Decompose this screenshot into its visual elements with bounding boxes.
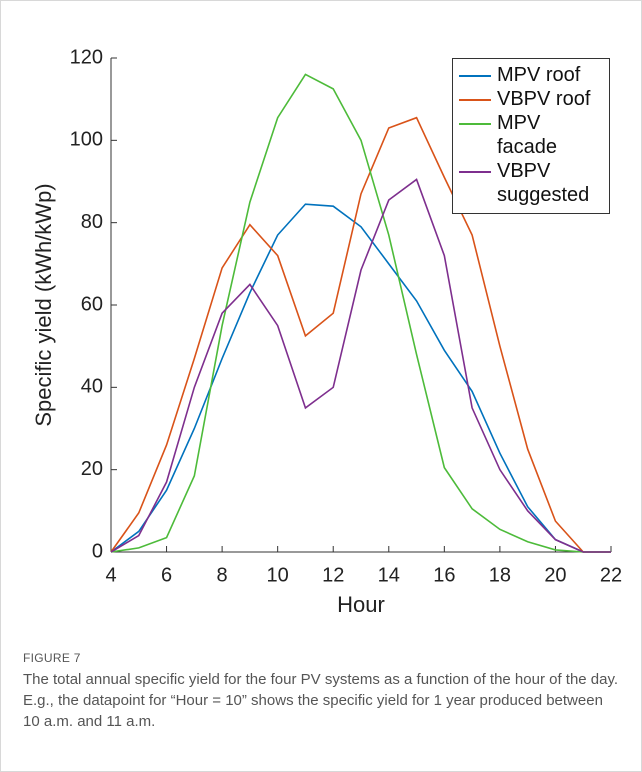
chart: Hour Specific yield (kWh/kWp) 0 20 40 60 80 1… bbox=[31, 46, 622, 617]
x-tick-label: 22 bbox=[600, 564, 622, 586]
figure-label: FIGURE 7 bbox=[23, 651, 81, 665]
x-tick-label: 6 bbox=[161, 564, 172, 586]
caption-text: The total annual specific yield for the … bbox=[23, 671, 619, 730]
legend-entry: VBPV suggested bbox=[453, 159, 603, 207]
x-tick-label: 8 bbox=[217, 564, 228, 586]
y-tick-label: 120 bbox=[70, 46, 103, 68]
legend-label: VBPV roof bbox=[497, 88, 591, 110]
x-tick-label: 16 bbox=[433, 564, 455, 586]
y-axis-label: Specific yield (kWh/kWp) bbox=[31, 183, 56, 426]
legend-swatch bbox=[459, 123, 491, 125]
series-line bbox=[110, 73, 611, 553]
series-line bbox=[110, 116, 611, 553]
caption: FIGURE 7 The total annual specific yield… bbox=[23, 651, 623, 732]
x-tick-label: 20 bbox=[544, 564, 566, 586]
legend-entry: MPV roof bbox=[453, 63, 603, 87]
y-tick-label: 100 bbox=[70, 129, 103, 151]
legend: MPV roof VBPV roof MPV facade VBPV suggeste… bbox=[452, 58, 610, 214]
x-tick-label: 12 bbox=[322, 564, 344, 586]
x-tick-label: 4 bbox=[105, 564, 116, 586]
x-tick-label: 18 bbox=[489, 564, 511, 586]
x-tick-label: 14 bbox=[378, 564, 400, 586]
legend-label: MPV facade bbox=[497, 112, 558, 158]
y-tick-label: 60 bbox=[81, 293, 103, 315]
legend-label: VBPV suggested bbox=[497, 160, 590, 206]
y-tick-label: 40 bbox=[81, 376, 103, 398]
legend-entry: MPV facade bbox=[453, 111, 603, 159]
x-axis-label: Hour bbox=[337, 592, 385, 617]
legend-swatch bbox=[459, 99, 491, 101]
x-tick-label: 10 bbox=[267, 564, 289, 586]
legend-label: MPV roof bbox=[497, 64, 581, 86]
series-line bbox=[110, 178, 611, 553]
legend-entry: VBPV roof bbox=[453, 87, 603, 111]
y-tick-label: 0 bbox=[92, 540, 103, 562]
legend-swatch bbox=[459, 75, 491, 77]
series-line bbox=[110, 203, 611, 553]
y-tick-label: 80 bbox=[81, 211, 103, 233]
y-tick-label: 20 bbox=[81, 458, 103, 480]
legend-swatch bbox=[459, 171, 491, 173]
